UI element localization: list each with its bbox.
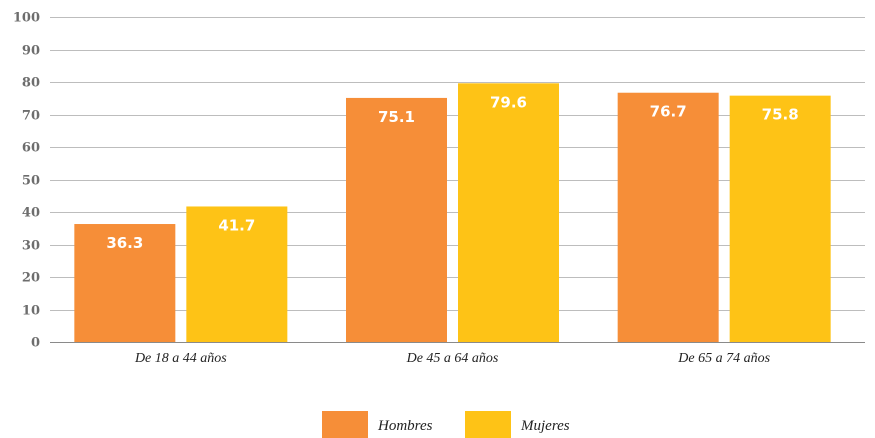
y-tick-label: 40 <box>22 206 40 221</box>
data-label: 36.3 <box>106 234 143 252</box>
legend-label-hombres: Hombres <box>377 418 433 434</box>
data-label: 76.7 <box>650 103 687 121</box>
bar-mujeres-2 <box>729 95 831 343</box>
bar-hombres-0 <box>74 224 176 342</box>
y-tick-label: 10 <box>22 304 40 319</box>
gridlines <box>50 17 865 343</box>
bar-hombres-1 <box>346 97 447 342</box>
legend-swatch-hombres <box>322 411 368 438</box>
y-axis-ticks: 0 10 20 30 40 50 60 70 80 90 100 <box>13 11 40 351</box>
legend-swatch-mujeres <box>465 411 511 438</box>
y-tick-label: 70 <box>22 109 40 124</box>
category-label: De 18 a 44 años <box>134 351 227 366</box>
y-tick-label: 30 <box>22 239 40 254</box>
bar-mujeres-1 <box>458 83 559 343</box>
y-tick-label: 80 <box>22 76 40 91</box>
legend: Hombres Mujeres <box>322 411 570 438</box>
bar-mujeres-0 <box>186 206 288 342</box>
data-label: 75.1 <box>378 108 415 126</box>
category-label: De 45 a 64 años <box>406 351 499 366</box>
y-tick-label: 20 <box>22 271 40 286</box>
data-label: 41.7 <box>218 216 255 234</box>
y-tick-label: 100 <box>13 11 40 26</box>
category-label: De 65 a 74 años <box>677 351 770 366</box>
data-label: 75.8 <box>762 106 799 124</box>
legend-label-mujeres: Mujeres <box>520 418 570 434</box>
bar-hombres-2 <box>617 92 719 342</box>
y-tick-label: 0 <box>31 336 40 351</box>
bars: 36.3 41.7 75.1 79.6 76.7 75.8 <box>74 83 831 343</box>
y-tick-label: 90 <box>22 44 40 59</box>
x-axis-categories: De 18 a 44 años De 45 a 64 años De 65 a 74… <box>134 351 771 366</box>
y-tick-label: 60 <box>22 141 40 156</box>
data-label: 79.6 <box>490 93 527 111</box>
y-tick-label: 50 <box>22 174 40 189</box>
